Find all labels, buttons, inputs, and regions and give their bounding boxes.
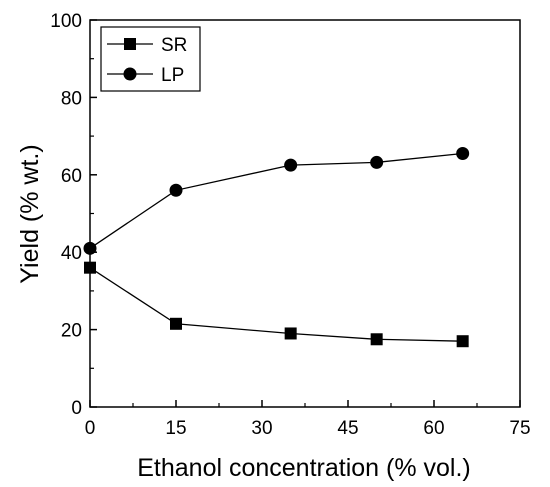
legend-label-lp: LP — [161, 65, 184, 86]
x-tick-label: 75 — [509, 418, 530, 439]
data-point-lp — [370, 155, 384, 169]
data-point-lp — [284, 158, 298, 172]
y-axis-title: Yield (% wt.) — [16, 144, 44, 283]
y-tick-label: 80 — [61, 88, 82, 109]
series-line-lp — [89, 152, 463, 249]
legend-marker-sr — [124, 38, 136, 50]
ticks: 0 15 30 45 60 75 0 20 40 60 80 100 — [50, 11, 530, 439]
x-tick-label: 45 — [337, 418, 358, 439]
legend-label-sr: SR — [161, 35, 187, 56]
y-tick-label: 100 — [50, 11, 82, 32]
data-point-lp — [83, 241, 97, 255]
data-point-sr — [170, 317, 182, 330]
y-tick-label: 0 — [71, 398, 82, 419]
x-tick-label: 30 — [251, 418, 272, 439]
data-point-sr — [284, 327, 297, 340]
legend-marker-lp — [123, 67, 137, 81]
x-tick-label: 15 — [165, 418, 186, 439]
data-point-sr — [456, 335, 469, 348]
y-tick-label: 20 — [61, 321, 82, 342]
data-point-lp — [169, 183, 183, 197]
y-tick-label: 40 — [61, 243, 82, 264]
legend-box — [100, 26, 201, 92]
y-tick-label: 60 — [61, 166, 82, 187]
data-point-sr — [84, 261, 96, 274]
series-line-sr — [89, 267, 463, 342]
x-tick-label: 0 — [85, 418, 96, 439]
data-point-sr — [370, 333, 383, 346]
x-axis-title: Ethanol concentration (% vol.) — [137, 454, 471, 482]
x-tick-label: 60 — [423, 418, 444, 439]
series-layer — [83, 147, 470, 348]
data-point-lp — [456, 147, 470, 161]
legend: SR LP — [100, 26, 201, 92]
